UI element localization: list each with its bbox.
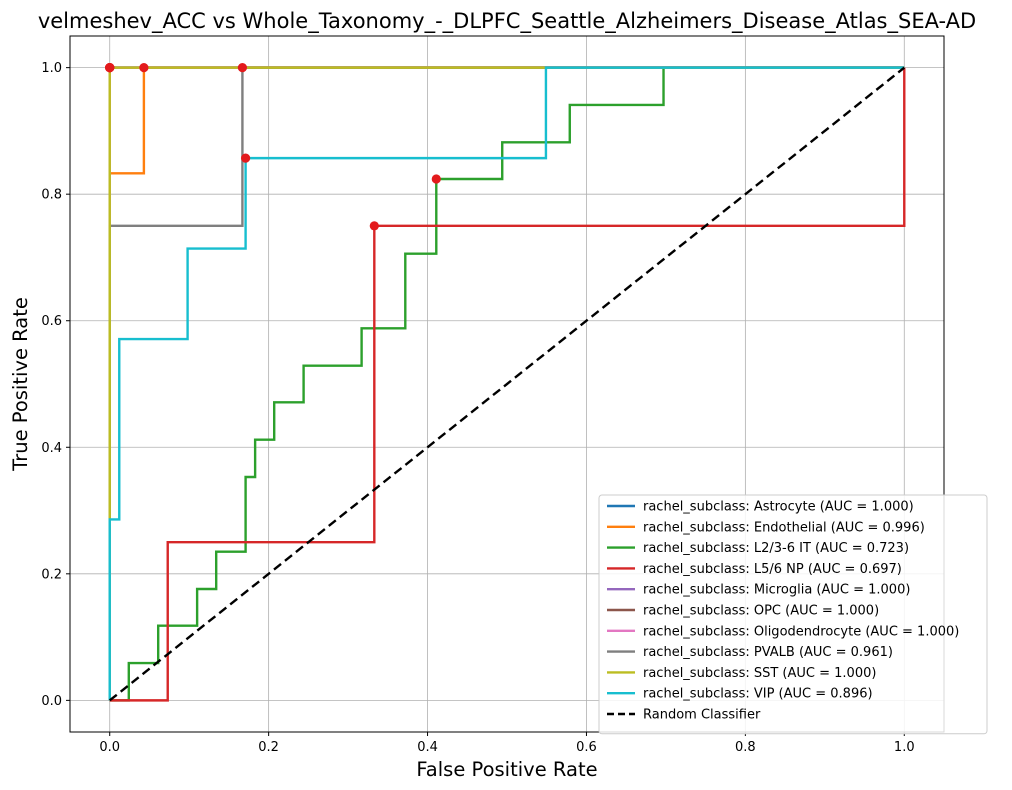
- y-tick-label-3: 0.6: [41, 314, 62, 329]
- y-tick-label-0: 0.0: [41, 694, 62, 709]
- series-line-9: [108, 66, 905, 701]
- optimal-point-7: [237, 63, 248, 73]
- legend: rachel_subclass: Astrocyte (AUC = 1.000)…: [598, 494, 988, 735]
- series-line-3: [109, 67, 906, 702]
- y-tick-label-2: 0.4: [41, 441, 62, 456]
- x-tick-label-1: 0.2: [258, 740, 279, 755]
- x-tick-label-3: 0.6: [576, 740, 597, 755]
- legend-label-6: rachel_subclass: Oligodendrocyte (AUC = …: [643, 624, 959, 639]
- series-line-2: [109, 66, 905, 702]
- reference-line-layer: [108, 66, 906, 702]
- x-tick-label-0: 0.0: [99, 740, 120, 755]
- x-tick-label-2: 0.4: [417, 740, 438, 755]
- optimal-point-1: [139, 63, 149, 73]
- legend-label-4: rachel_subclass: Microglia (AUC = 1.000): [643, 583, 910, 598]
- legend-label-3: rachel_subclass: L5/6 NP (AUC = 0.697): [643, 562, 902, 577]
- x-tick-label-4: 0.8: [735, 740, 756, 755]
- legend-label-9: rachel_subclass: VIP (AUC = 0.896): [643, 687, 873, 702]
- legend-label-2: rachel_subclass: L2/3-6 IT (AUC = 0.723): [643, 541, 909, 556]
- x-axis-title: False Positive Rate: [416, 758, 597, 781]
- optimal-point-3: [369, 221, 379, 231]
- axes-border: [69, 35, 945, 733]
- y-axis-ticks: 0.0 0.2 0.4 0.6 0.8 1.0: [41, 61, 70, 709]
- y-tick-label-5: 1.0: [41, 61, 62, 76]
- legend-label-8: rachel_subclass: SST (AUC = 1.000): [643, 666, 876, 681]
- legend-label-10: Random Classifier: [643, 708, 761, 723]
- legend-box: [598, 494, 988, 735]
- legend-label-0: rachel_subclass: Astrocyte (AUC = 1.000): [643, 500, 914, 515]
- optimal-point-2: [431, 174, 441, 184]
- random-classifier-line: [108, 66, 906, 702]
- y-axis-title: True Positive Rate: [9, 297, 32, 472]
- legend-label-1: rachel_subclass: Endothelial (AUC = 0.99…: [643, 520, 925, 535]
- y-tick-label-1: 0.2: [41, 567, 62, 582]
- optimal-point-9: [240, 153, 251, 163]
- optimal-point-8: [105, 63, 115, 73]
- legend-label-7: rachel_subclass: PVALB (AUC = 0.961): [643, 645, 893, 660]
- x-tick-label-5: 1.0: [894, 740, 915, 755]
- axes-frame: [69, 35, 945, 733]
- chart-title: velmeshev_ACC vs Whole_Taxonomy_-_DLPFC_…: [38, 9, 976, 34]
- optimal-points-layer: [105, 63, 441, 231]
- y-tick-label-4: 0.8: [41, 188, 62, 203]
- x-axis-ticks: 0.0 0.2 0.4 0.6 0.8 1.0: [99, 732, 915, 755]
- legend-label-5: rachel_subclass: OPC (AUC = 1.000): [643, 604, 879, 619]
